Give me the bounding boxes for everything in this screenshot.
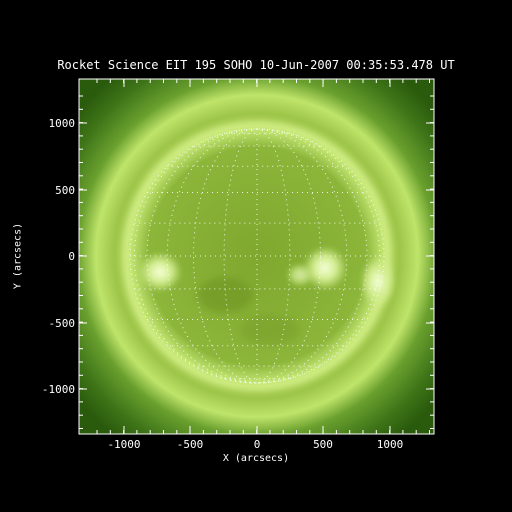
y-tick-label: -1000	[42, 383, 75, 396]
active-region-west	[360, 256, 396, 308]
heliographic-grid	[129, 128, 385, 384]
x-tick-label: -500	[177, 438, 204, 451]
x-axis-label: X (arcsecs)	[222, 453, 290, 464]
plot-area	[79, 79, 434, 434]
limb-glow	[122, 121, 392, 391]
y-tick-label: -500	[49, 317, 76, 330]
image-title: Rocket Science EIT 195 SOHO 10-Jun-2007 …	[57, 58, 455, 72]
y-axis-label: Y (arcsecs)	[12, 222, 24, 290]
x-tick-label: 0	[254, 438, 261, 451]
y-tick-label: 500	[55, 184, 75, 197]
x-tick-label: 500	[313, 438, 333, 451]
active-region-east	[138, 252, 182, 292]
dark-region	[240, 314, 300, 346]
y-tick-label: 0	[68, 250, 75, 263]
y-tick-label: 1000	[49, 117, 76, 130]
axis-ticks	[79, 79, 434, 434]
dark-region	[197, 277, 253, 313]
active-region-minor	[286, 263, 314, 287]
x-tick-label: 1000	[377, 438, 404, 451]
x-tick-label: -1000	[107, 438, 140, 451]
limb-circle	[129, 128, 385, 384]
active-region-central	[303, 246, 347, 290]
